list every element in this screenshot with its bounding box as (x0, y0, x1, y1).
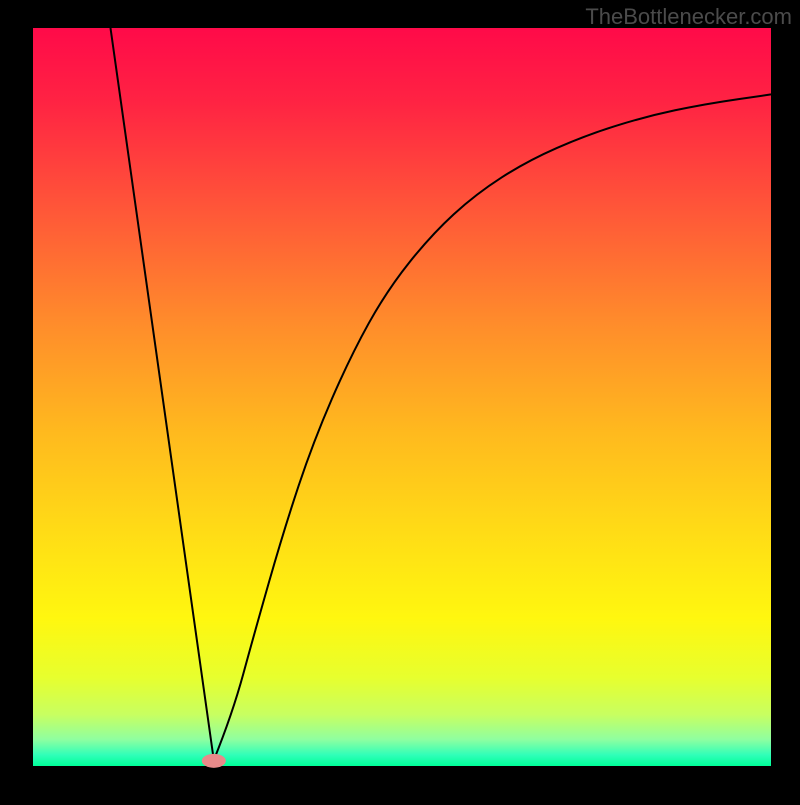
chart-svg (0, 0, 800, 800)
optimal-point-marker (202, 754, 226, 768)
watermark-text: TheBottlenecker.com (585, 4, 792, 30)
bottleneck-chart (0, 0, 800, 805)
